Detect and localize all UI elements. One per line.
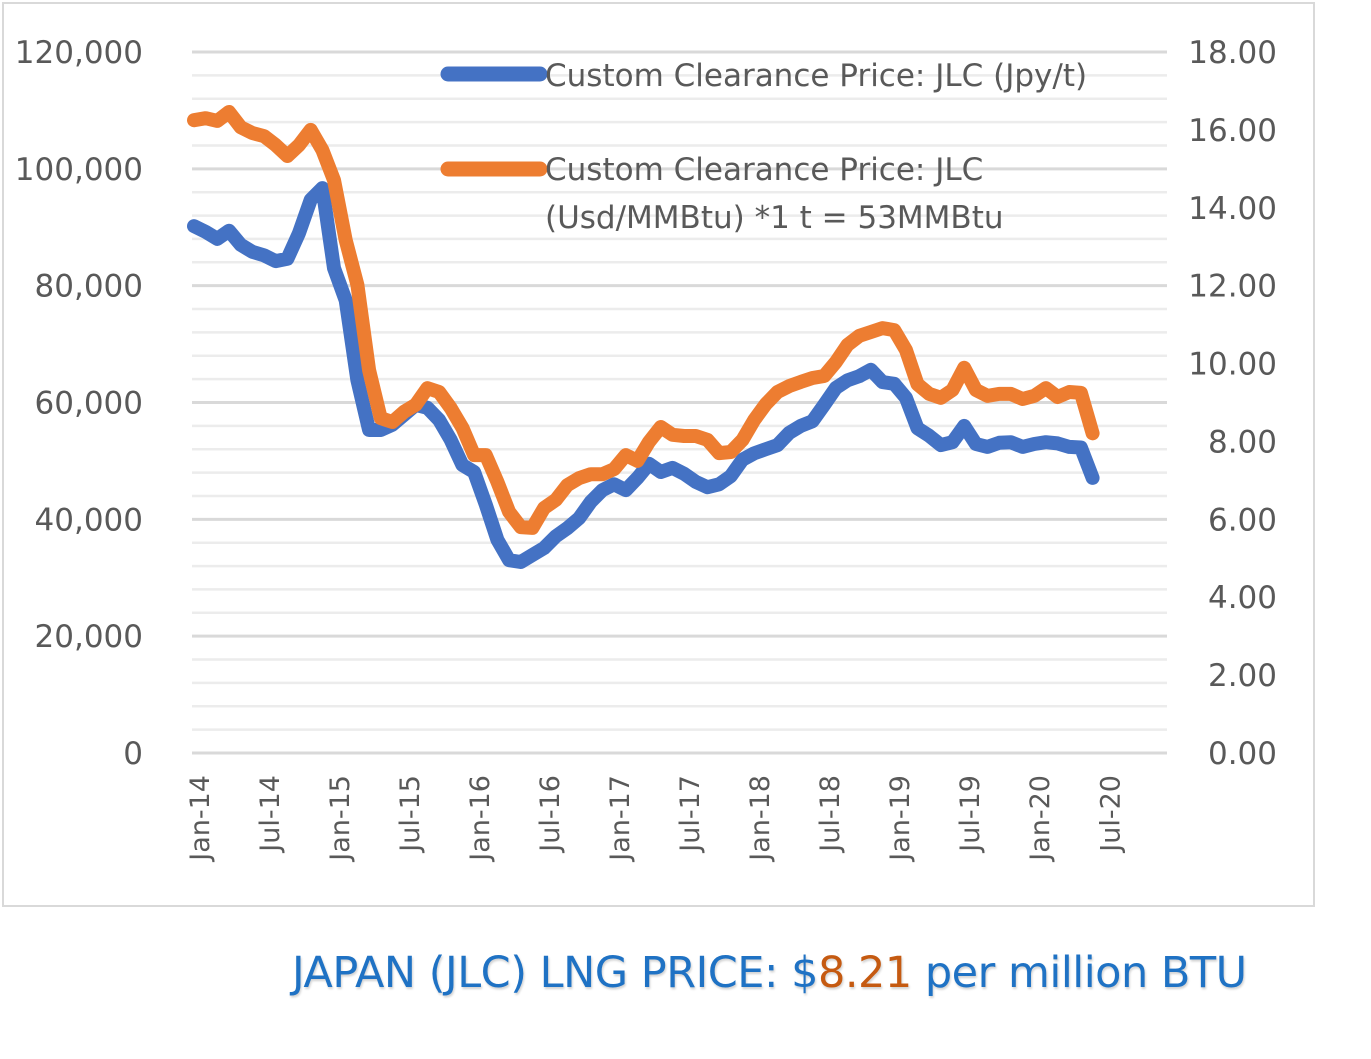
series-line-usd-per-mmbtu (187, 105, 1100, 535)
x-axis-tick-label: Jan-16 (465, 775, 496, 863)
legend: Custom Clearance Price: JLC (Jpy/t) Cust… (440, 58, 1087, 236)
left-axis-tick-label: 0 (123, 736, 143, 772)
left-axis-tick-label: 40,000 (35, 502, 143, 538)
x-axis-tick-label: Jan-18 (745, 775, 776, 863)
x-axis-tick-label: Jan-19 (885, 775, 916, 863)
x-axis-tick-label: Jul-18 (815, 775, 846, 854)
left-axis-tick-label: 60,000 (35, 386, 143, 422)
left-axis-tick-label: 80,000 (35, 269, 143, 305)
right-axis-tick-label: 2.00 (1208, 658, 1277, 694)
x-axis-tick-label: Jul-17 (675, 775, 706, 854)
right-axis-tick-label: 14.00 (1188, 191, 1277, 227)
x-axis-tick-label: Jan-15 (325, 775, 356, 863)
x-axis-tick-label: Jul-15 (395, 775, 426, 854)
right-axis-tick-label: 12.00 (1188, 269, 1277, 305)
series-line-jpy-per-tonne (187, 181, 1100, 569)
x-axis-tick-label: Jan-20 (1025, 775, 1056, 863)
x-axis-tick-label: Jan-17 (605, 775, 636, 863)
caption-price-value: 8.21 (817, 948, 912, 998)
x-axis-tick-label: Jul-20 (1095, 775, 1126, 854)
right-axis-tick-label: 4.00 (1208, 580, 1277, 616)
right-axis-tick-label: 18.00 (1188, 35, 1277, 71)
x-axis-tick-label: Jan-14 (185, 775, 216, 863)
right-axis: 0.00 2.00 4.00 6.00 8.00 10.00 12.00 14.00 16.00… (1188, 35, 1277, 772)
right-axis-tick-label: 0.00 (1208, 736, 1277, 772)
legend-label-usd-line2: (Usd/MMBtu) *1 t = 53MMBtu (545, 200, 1004, 236)
legend-label-usd-line1: Custom Clearance Price: JLC (545, 152, 983, 188)
left-axis-tick-label: 20,000 (35, 619, 143, 655)
left-axis-tick-label: 120,000 (15, 35, 143, 71)
right-axis-tick-label: 10.00 (1188, 347, 1277, 383)
right-axis-tick-label: 6.00 (1208, 502, 1277, 538)
x-axis: Jan-14 Jul-14 Jan-15 Jul-15 Jan-16 Jul-16 Jan-… (185, 775, 1126, 863)
x-axis-tick-label: Jul-19 (955, 775, 986, 854)
caption-prefix: JAPAN (JLC) LNG PRICE: $ (292, 948, 818, 998)
caption-suffix: per million BTU (911, 948, 1247, 998)
x-axis-tick-label: Jul-16 (535, 775, 566, 854)
left-axis: 0 20,000 40,000 60,000 80,000 100,000 120,000 (15, 35, 143, 772)
chart-frame (2, 2, 1315, 907)
x-axis-tick-label: Jul-14 (255, 775, 286, 854)
chart-caption: JAPAN (JLC) LNG PRICE: $8.21 per million… (292, 948, 1247, 998)
series-group (187, 105, 1100, 569)
right-axis-tick-label: 16.00 (1188, 113, 1277, 149)
right-axis-tick-label: 8.00 (1208, 424, 1277, 460)
legend-label-jpy: Custom Clearance Price: JLC (Jpy/t) (545, 58, 1087, 94)
left-axis-tick-label: 100,000 (15, 152, 143, 188)
